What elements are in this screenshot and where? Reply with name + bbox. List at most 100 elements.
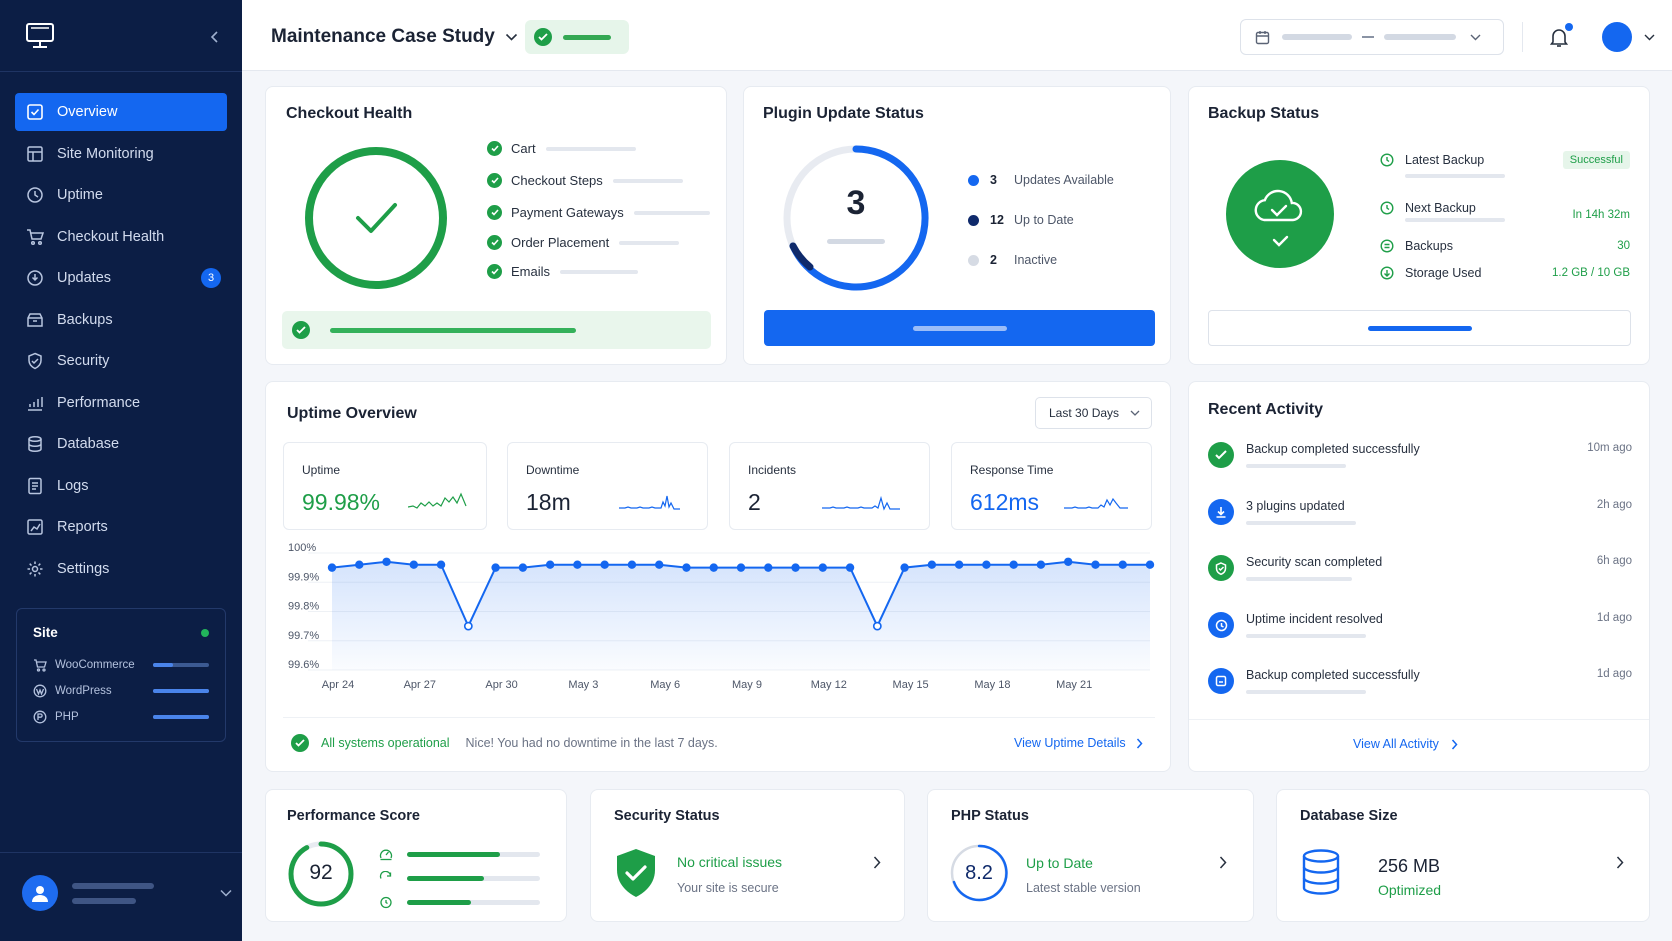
chart-point[interactable]: [736, 563, 746, 572]
chart-point[interactable]: [436, 560, 446, 569]
x-tick-label: Apr 24: [322, 679, 354, 691]
chart-point[interactable]: [1145, 560, 1155, 569]
chart-point[interactable]: [355, 560, 364, 569]
chart-point[interactable]: [1063, 557, 1073, 566]
checkout-health-ring: [305, 147, 447, 289]
backup-row-next: Next Backup In 14h 32m: [1380, 195, 1630, 221]
backup-icon: [1380, 239, 1394, 253]
sidebar-item-settings[interactable]: Settings: [15, 550, 227, 588]
chart-point[interactable]: [954, 560, 964, 569]
sidebar-item-updates[interactable]: Updates 3: [15, 259, 227, 297]
chart-point[interactable]: [872, 621, 882, 631]
x-tick-label: May 9: [732, 679, 762, 691]
legend-label: Inactive: [1014, 253, 1058, 267]
sidebar-item-backups[interactable]: Backups: [15, 301, 227, 339]
chart-point[interactable]: [682, 563, 691, 572]
site-title: Site: [33, 625, 58, 640]
php-status-card[interactable]: PHP Status 8.2 Up to Date Latest stable …: [927, 789, 1254, 922]
chart-point[interactable]: [382, 557, 391, 566]
user-menu[interactable]: [22, 875, 232, 911]
checkout-item-payment: Payment Gateways: [487, 205, 710, 220]
view-backups-button[interactable]: [1208, 310, 1631, 346]
sidebar-item-uptime[interactable]: Uptime: [15, 176, 227, 214]
chart-point[interactable]: [600, 560, 609, 569]
date-range-picker[interactable]: [1240, 19, 1504, 55]
sidebar-item-checkout-health[interactable]: Checkout Health: [15, 218, 227, 256]
checkout-item-emails: Emails: [487, 264, 639, 279]
notifications-bell-icon[interactable]: [1548, 26, 1570, 53]
chart-point[interactable]: [845, 563, 855, 572]
activity-item[interactable]: Uptime incident resolved 1d ago: [1208, 612, 1632, 652]
chart-point[interactable]: [927, 560, 937, 569]
x-tick-label: May 15: [893, 679, 929, 691]
uptime-sparkline: [408, 492, 467, 509]
chart-point[interactable]: [1036, 560, 1046, 569]
chart-point[interactable]: [900, 563, 909, 572]
chart-point[interactable]: [545, 560, 555, 569]
metric-value: 2: [748, 489, 761, 515]
chart-point[interactable]: [1091, 560, 1100, 569]
activity-item[interactable]: Backup completed successfully 1d ago: [1208, 668, 1632, 708]
security-sub-text: Your site is secure: [677, 881, 779, 895]
checkout-item-bar: [545, 146, 636, 151]
view-uptime-details-link[interactable]: View Uptime Details: [1014, 736, 1143, 750]
update-plugins-button[interactable]: [764, 310, 1155, 346]
sidebar-item-security[interactable]: Security: [15, 342, 227, 380]
chart-point[interactable]: [491, 563, 500, 572]
activity-item[interactable]: 3 plugins updated 2h ago: [1208, 499, 1632, 539]
chart-point[interactable]: [463, 621, 473, 631]
card-title: Backup Status: [1208, 105, 1320, 122]
range-select[interactable]: Last 30 Days: [1035, 397, 1152, 429]
chart-point[interactable]: [791, 563, 800, 572]
chevron-down-icon[interactable]: [1644, 34, 1655, 41]
legend-count: 2: [990, 253, 997, 267]
chart-point[interactable]: [327, 563, 337, 572]
avatar[interactable]: [1602, 22, 1632, 52]
php-sub-text: Latest stable version: [1026, 881, 1141, 895]
sidebar-item-label: Security: [57, 353, 110, 369]
monitor-logo-icon[interactable]: [25, 22, 55, 55]
collapse-chevron-icon[interactable]: [210, 28, 220, 49]
card-title: Checkout Health: [286, 105, 413, 122]
chart-point[interactable]: [982, 560, 991, 569]
check-circle-icon: [291, 734, 309, 752]
activity-item[interactable]: Security scan completed 6h ago: [1208, 555, 1632, 595]
activity-text: Uptime incident resolved: [1246, 612, 1383, 626]
site-online-dot: [201, 628, 209, 637]
backup-success-badge: Successful: [1562, 151, 1630, 169]
chart-point[interactable]: [764, 563, 773, 572]
backup-row-value: In 14h 32m: [1572, 209, 1630, 221]
metric-label: Incidents: [748, 463, 797, 477]
chart-point[interactable]: [709, 563, 718, 572]
card-title: Performance Score: [287, 808, 420, 824]
chart-point[interactable]: [1009, 560, 1018, 569]
sidebar-item-overview[interactable]: Overview: [15, 93, 227, 131]
sidebar-item-reports[interactable]: Reports: [15, 508, 227, 546]
chart-point[interactable]: [409, 560, 419, 569]
chart-point[interactable]: [573, 560, 582, 569]
legend-inactive: 2 Inactive: [968, 253, 1057, 267]
backup-row-label: Next Backup: [1405, 201, 1476, 215]
sidebar-item-database[interactable]: Database: [15, 425, 227, 463]
chart-point[interactable]: [518, 563, 528, 572]
security-status-card[interactable]: Security Status No critical issues Your …: [590, 789, 905, 922]
view-all-activity-link[interactable]: View All Activity: [1353, 737, 1458, 751]
chart-point[interactable]: [1118, 560, 1127, 569]
sidebar-item-logs[interactable]: Logs: [15, 467, 227, 505]
database-size-card[interactable]: Database Size 256 MB Optimized: [1276, 789, 1650, 922]
activity-item[interactable]: Backup completed successfully 10m ago: [1208, 442, 1632, 482]
page-title-dropdown[interactable]: Maintenance Case Study: [271, 26, 518, 48]
database-icon: [1302, 849, 1340, 895]
calendar-icon: [1255, 30, 1270, 44]
uptime-divider: [283, 717, 1155, 718]
chart-point[interactable]: [627, 560, 637, 569]
checkout-item-cart: Cart: [487, 141, 636, 156]
user-name-placeholder: [72, 882, 154, 889]
sidebar-item-site-monitoring[interactable]: Site Monitoring: [15, 135, 227, 173]
y-tick-label: 99.6%: [288, 659, 319, 671]
sidebar-divider: [0, 852, 242, 853]
performance-score-card: Performance Score 92: [265, 789, 567, 922]
sidebar-item-performance[interactable]: Performance: [15, 384, 227, 422]
chart-point[interactable]: [818, 563, 827, 572]
chart-point[interactable]: [655, 560, 664, 569]
